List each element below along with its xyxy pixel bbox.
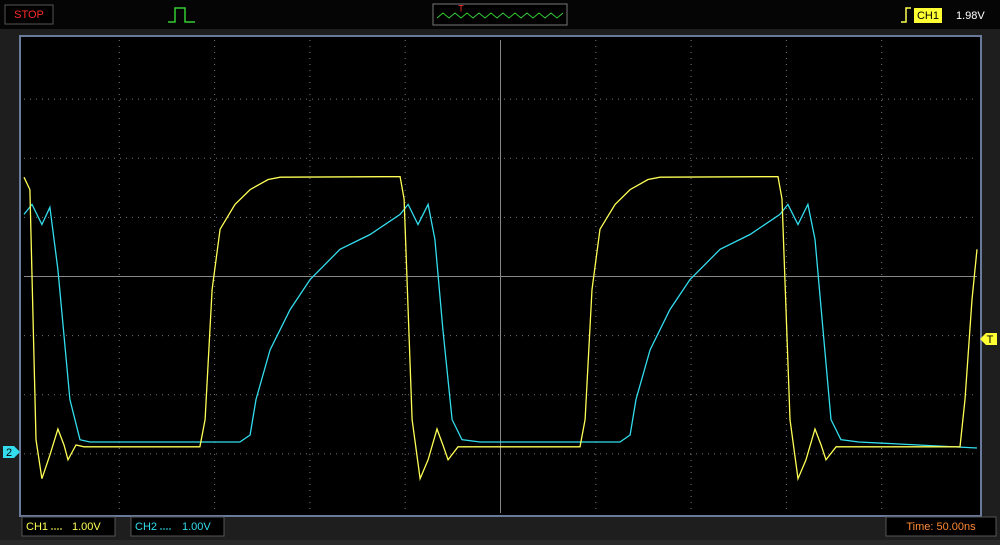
preview-window[interactable] [432, 3, 568, 26]
trace [23, 202, 978, 449]
trigger-icon [168, 7, 195, 23]
preview-wave [436, 12, 564, 19]
ch2-marker [3, 446, 20, 458]
ch1-label: CH1 [26, 521, 48, 533]
trigger-channel: CH1 [917, 10, 939, 22]
status-box[interactable] [4, 4, 54, 25]
trigger-channel-box[interactable] [914, 8, 942, 23]
run-status: STOP [14, 9, 44, 21]
ch1-box[interactable] [21, 516, 116, 537]
time-box[interactable] [885, 516, 997, 537]
ch2-box[interactable] [130, 516, 225, 537]
ch2-marker-label: 2 [6, 447, 12, 459]
ch2-label: CH2 [135, 521, 157, 533]
ch1-scale: 1.00V [72, 521, 101, 533]
preview-trigger: T [458, 3, 464, 13]
plot-area [23, 40, 978, 513]
trigger-marker [980, 333, 997, 345]
trigger-marker-label: T [987, 334, 994, 346]
timebase: Time: 50.00ns [906, 521, 976, 533]
edge-icon [901, 7, 911, 23]
ch2-scale: 1.00V [182, 521, 211, 533]
trace [23, 175, 978, 482]
trigger-level: 1.98V [956, 10, 985, 22]
